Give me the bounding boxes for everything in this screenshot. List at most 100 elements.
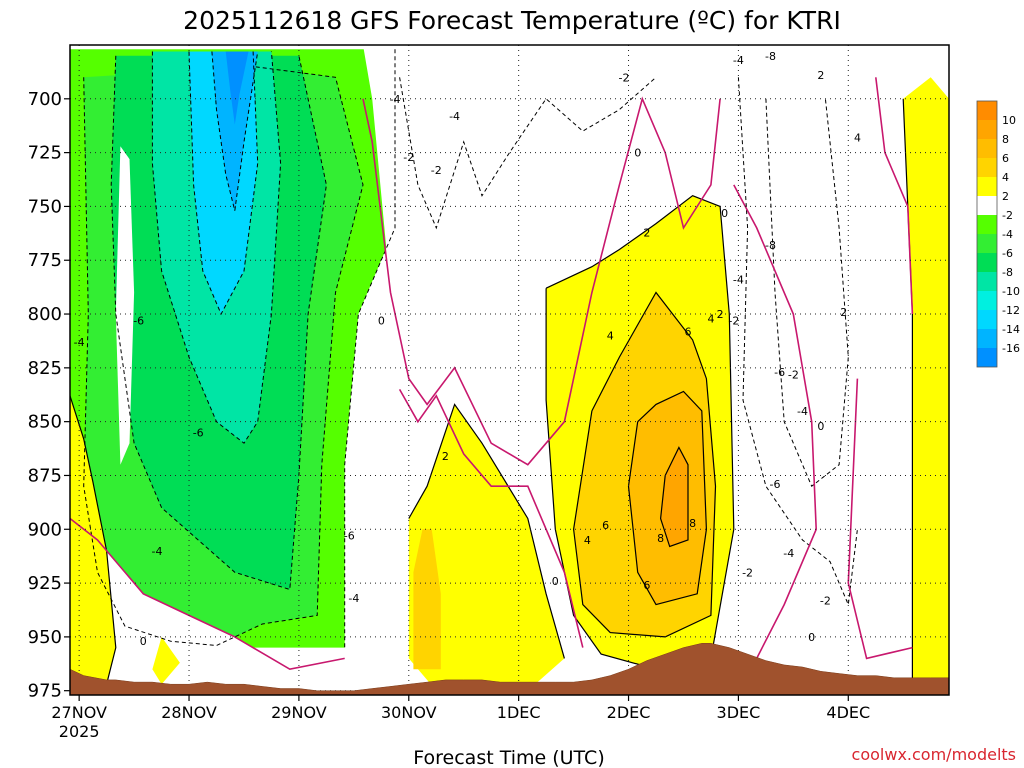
contour-line-negative xyxy=(110,55,327,591)
contour-label: 6 xyxy=(643,579,650,592)
y-tick-label: 975 xyxy=(28,681,62,702)
temp-region xyxy=(363,45,721,465)
contour-line-freezing xyxy=(398,389,584,648)
colorbar-tick-label: 8 xyxy=(1002,133,1009,146)
colorbar-swatch xyxy=(977,177,997,196)
contour-label: 2 xyxy=(717,308,724,321)
contour-label: 8 xyxy=(689,517,696,530)
contour-label: -2 xyxy=(788,368,799,381)
colorbar-frame xyxy=(976,100,998,368)
contour-label: 4 xyxy=(854,132,861,145)
colorbar-tick-label: -10 xyxy=(1002,285,1020,298)
contour-label: 4 xyxy=(607,330,614,343)
y-axis: 700 725 750 775 800 825 850 875 900 925 950 975 xyxy=(28,89,70,702)
y-tick-label: 725 xyxy=(28,143,62,164)
x-tick-label: 27NOV xyxy=(51,703,107,722)
contour-line-negative xyxy=(211,51,259,211)
contour-label: 0 xyxy=(140,635,147,648)
temp-region xyxy=(211,51,258,211)
contour-label: 4 xyxy=(707,312,714,325)
contour-label: 8 xyxy=(657,532,664,545)
contour-label: -4 xyxy=(783,547,794,560)
temp-region xyxy=(710,184,817,691)
colorbar-tick-label: -4 xyxy=(1002,228,1013,241)
colorbar-tick-label: 6 xyxy=(1002,152,1009,165)
contour-line-positive xyxy=(408,403,565,659)
y-tick-label: 950 xyxy=(28,627,62,648)
colorbar-swatch xyxy=(977,196,997,215)
contour-label: 2 xyxy=(442,450,449,463)
contour-label: -2 xyxy=(742,566,753,579)
colorbar-tick-label: 2 xyxy=(1002,190,1009,203)
contour-line-negative xyxy=(737,77,858,607)
contour-label: -2 xyxy=(728,314,739,327)
y-tick-label: 700 xyxy=(28,89,62,110)
temp-region xyxy=(115,146,135,465)
colorbar-tick-label: -14 xyxy=(1002,323,1020,336)
contour-label: -6 xyxy=(133,314,144,327)
colorbar-swatch xyxy=(977,101,997,120)
contour-label: -2 xyxy=(403,151,414,164)
colorbar-swatch xyxy=(977,272,997,291)
contour-label: -8 xyxy=(765,50,776,63)
contour-label: 6 xyxy=(602,519,609,532)
colorbar-tick-label: -2 xyxy=(1002,209,1013,222)
contour-line-freezing xyxy=(847,378,913,660)
y-tick-label: 750 xyxy=(28,196,62,217)
contour-label: 0 xyxy=(721,207,728,220)
contour-label: 0 xyxy=(378,314,385,327)
contour-line-positive xyxy=(659,446,689,548)
colorbar-tick-label: -16 xyxy=(1002,342,1020,355)
contour-line-positive xyxy=(627,390,708,606)
temperature-contours xyxy=(70,49,914,691)
x-tick-label: 29NOV xyxy=(271,703,327,722)
contour-label: -6 xyxy=(193,426,204,439)
y-tick-label: 850 xyxy=(28,412,62,433)
contour-line-positive xyxy=(572,291,717,638)
colorbar-swatch xyxy=(977,234,997,253)
contour-line-negative xyxy=(151,51,282,444)
contour-line-freezing xyxy=(733,184,818,659)
temp-region xyxy=(903,77,949,691)
y-tick-label: 925 xyxy=(28,573,62,594)
plot-frame xyxy=(69,44,950,696)
credit-link[interactable]: coolwx.com/modelts xyxy=(852,745,1016,764)
temperature-regions xyxy=(70,45,949,691)
contour-label: -4 xyxy=(74,336,85,349)
contour-label: 2 xyxy=(817,69,824,82)
x-tick-sublabel: 2025 xyxy=(59,722,100,741)
x-tick-label: 30NOV xyxy=(381,703,437,722)
colorbar-swatch xyxy=(977,291,997,310)
contour-label: 0 xyxy=(817,420,824,433)
colorbar-tick-label: -6 xyxy=(1002,247,1013,260)
contour-line-negative xyxy=(765,98,849,487)
y-tick-label: 825 xyxy=(28,358,62,379)
contour-label: -4 xyxy=(733,274,744,287)
contour-label: 0 xyxy=(552,575,559,588)
colorbar-swatch xyxy=(977,253,997,272)
x-tick-label: 28NOV xyxy=(161,703,217,722)
contour-label: -4 xyxy=(797,405,808,418)
contour-label: -4 xyxy=(152,545,163,558)
contour-label: -4 xyxy=(449,110,460,123)
contour-label: -2 xyxy=(618,71,629,84)
colorbar-swatch xyxy=(977,158,997,177)
contour-label: 2 xyxy=(840,306,847,319)
colorbar-tick-label: 4 xyxy=(1002,171,1009,184)
contour-label: 4 xyxy=(584,534,591,547)
y-tick-label: 900 xyxy=(28,519,62,540)
temp-region xyxy=(70,518,354,691)
contour-line-negative xyxy=(188,51,259,316)
colorbar-tick-label: -8 xyxy=(1002,266,1013,279)
y-tick-label: 800 xyxy=(28,304,62,325)
temp-region xyxy=(225,51,249,125)
contour-label: -6 xyxy=(774,366,785,379)
contour-label: -4 xyxy=(390,93,401,106)
contour-line-positive xyxy=(545,195,735,670)
colorbar-swatch xyxy=(977,215,997,234)
y-tick-label: 875 xyxy=(28,465,62,486)
terrain xyxy=(70,643,949,695)
x-tick-label: 4DEC xyxy=(826,703,870,722)
